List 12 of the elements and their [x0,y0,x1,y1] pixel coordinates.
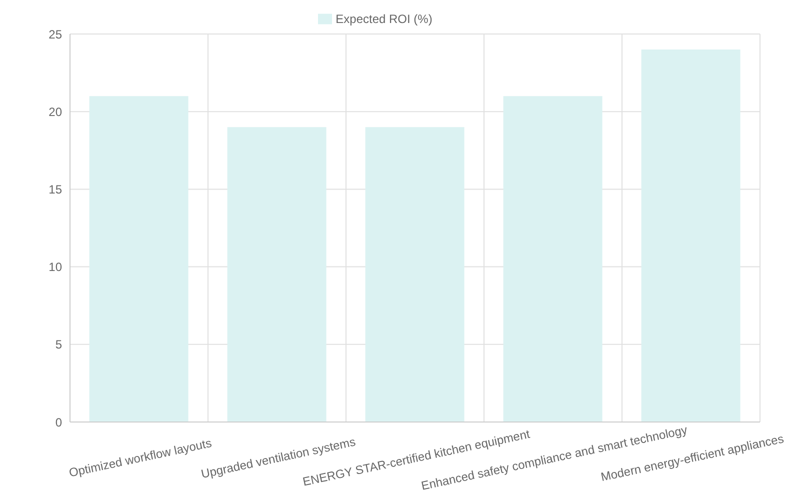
bar [227,127,326,422]
bar [503,96,602,422]
legend-label: Expected ROI (%) [336,12,432,26]
bar [641,50,740,422]
bar [89,96,188,422]
y-tick-label: 15 [48,182,62,196]
y-tick-label: 10 [48,260,62,274]
y-tick-label: 5 [55,338,62,352]
bar [365,127,464,422]
y-tick-label: 0 [55,415,62,430]
y-tick-label: 20 [48,104,62,119]
y-tick-label: 25 [48,27,62,42]
